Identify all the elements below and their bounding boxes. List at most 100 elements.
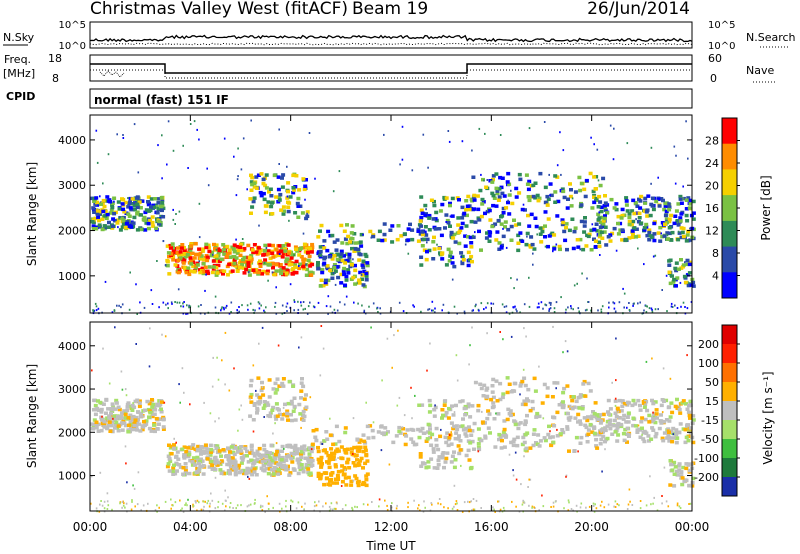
vel-point — [134, 424, 139, 429]
power-point — [377, 311, 379, 313]
vel-point — [187, 498, 189, 501]
vel-point — [592, 505, 595, 507]
power-point — [198, 257, 203, 261]
vel-point — [302, 397, 307, 401]
vel-point — [336, 449, 341, 453]
vel-point — [436, 462, 441, 467]
power-point — [637, 211, 642, 216]
power-point — [176, 246, 180, 250]
power-point — [453, 305, 456, 308]
vel-point — [166, 462, 171, 466]
power-point — [399, 234, 404, 238]
vel-point — [690, 481, 695, 485]
vel-point — [637, 424, 640, 427]
power-point — [214, 243, 219, 247]
power-point — [424, 257, 429, 262]
vel-point — [567, 405, 570, 408]
vel-point — [650, 398, 654, 403]
vel-point — [155, 427, 160, 431]
vel-point — [445, 451, 450, 455]
vel-point — [674, 440, 679, 445]
vel-point — [586, 415, 590, 419]
power-point — [560, 173, 562, 176]
power-point — [450, 196, 455, 201]
power-point — [235, 267, 240, 272]
power-point — [261, 269, 266, 274]
power-point — [302, 308, 305, 311]
power-point — [592, 228, 597, 232]
vel-point — [635, 430, 640, 434]
power-point — [111, 224, 115, 229]
power-point — [132, 204, 137, 208]
power-point — [686, 229, 691, 234]
power-point — [182, 250, 187, 254]
vel-point — [364, 483, 369, 488]
power-point — [107, 221, 110, 224]
power-point — [264, 186, 269, 190]
vel-point — [690, 421, 695, 426]
vel-point — [442, 403, 447, 407]
power-point — [501, 234, 506, 239]
vel-point — [149, 327, 151, 330]
power-point — [506, 227, 511, 232]
vel-point — [426, 422, 431, 427]
power-point — [232, 261, 237, 266]
power-point — [287, 251, 291, 255]
power-point — [505, 246, 508, 249]
power-point — [133, 123, 136, 126]
vel-point — [614, 397, 617, 400]
power-point — [552, 250, 554, 253]
power-point — [662, 207, 667, 212]
power-point — [169, 252, 174, 256]
power-point — [340, 241, 345, 245]
nsky-panel: N.Sky 10^5 10^0 10^5 10^0 N.Search — [3, 20, 796, 52]
power-point — [253, 267, 258, 272]
vel-point — [458, 439, 463, 443]
vel-point — [469, 344, 471, 347]
vel-point — [230, 450, 235, 455]
vel-point — [271, 405, 276, 410]
power-point — [528, 305, 531, 308]
power-point — [267, 243, 272, 247]
vel-point — [105, 426, 110, 431]
vel-point — [418, 455, 423, 459]
power-point — [492, 196, 497, 200]
power-point — [445, 218, 450, 223]
power-point — [175, 251, 180, 255]
power-point — [187, 167, 189, 169]
power-point — [584, 178, 589, 183]
power-point — [105, 212, 110, 217]
vel-point — [485, 386, 490, 390]
power-point — [258, 224, 260, 227]
vel-point — [607, 503, 610, 506]
power-point — [543, 210, 548, 214]
power-point — [588, 171, 593, 176]
power-point — [364, 254, 369, 259]
power-point — [614, 202, 619, 206]
power-point — [293, 300, 296, 303]
power-point — [249, 259, 254, 263]
power-point — [500, 214, 505, 218]
vel-point — [120, 370, 123, 373]
power-point — [252, 196, 257, 200]
vel-point — [213, 461, 218, 466]
vel-point — [251, 418, 256, 422]
vel-point — [164, 500, 167, 503]
power-point — [305, 263, 307, 266]
power-point — [457, 198, 461, 202]
vel-point — [182, 510, 185, 513]
power-point — [603, 225, 608, 229]
vel-point — [525, 397, 529, 401]
power-point — [308, 247, 312, 251]
power-point — [616, 214, 621, 219]
vel-point — [352, 417, 355, 420]
vel-point — [119, 415, 124, 420]
vel-point — [137, 471, 140, 474]
vel-point — [491, 404, 496, 409]
power-point — [526, 195, 531, 199]
power-point — [637, 247, 639, 250]
vel-point — [143, 408, 147, 412]
vel-point — [271, 472, 276, 476]
power-point — [678, 219, 683, 223]
power-point — [377, 229, 382, 234]
